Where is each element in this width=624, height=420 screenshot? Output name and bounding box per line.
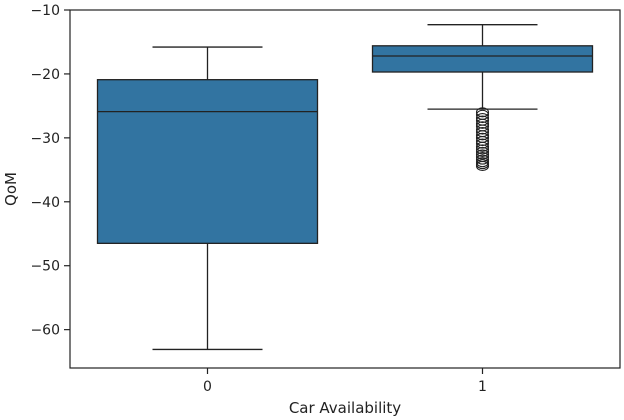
iqr-box bbox=[96, 79, 319, 244]
y-tick-label: −60 bbox=[30, 323, 60, 339]
outlier-point bbox=[475, 149, 490, 160]
outlier-point bbox=[475, 160, 490, 172]
x-tick-label: 1 bbox=[478, 379, 487, 395]
box-series bbox=[96, 24, 594, 351]
outlier-point bbox=[475, 118, 490, 129]
box-group-0 bbox=[96, 46, 319, 351]
outlier-point bbox=[475, 146, 490, 157]
outlier-point bbox=[475, 154, 490, 165]
outlier-point bbox=[475, 124, 490, 135]
outlier-point bbox=[475, 144, 490, 155]
plot-frame bbox=[69, 9, 621, 369]
x-axis-label: Car Availability bbox=[289, 399, 401, 417]
outlier-point bbox=[475, 130, 490, 141]
outlier-point bbox=[475, 138, 490, 149]
outlier-point bbox=[475, 136, 490, 147]
outlier-point bbox=[475, 107, 490, 118]
outlier-point bbox=[475, 141, 490, 152]
y-axis-label: QoM bbox=[2, 172, 20, 206]
y-axis-ticks: −10 −20 −30 −40 −50 −60 bbox=[30, 3, 70, 339]
y-tick-label: −40 bbox=[30, 195, 60, 211]
y-tick-label: −20 bbox=[30, 67, 60, 83]
outlier-point bbox=[475, 112, 490, 124]
y-tick-label: −10 bbox=[30, 3, 60, 19]
y-tick-label: −50 bbox=[30, 259, 60, 275]
x-tick-label: 0 bbox=[203, 379, 212, 395]
box-group-1 bbox=[371, 24, 594, 172]
iqr-box bbox=[371, 45, 594, 73]
y-tick-label: −30 bbox=[30, 131, 60, 147]
